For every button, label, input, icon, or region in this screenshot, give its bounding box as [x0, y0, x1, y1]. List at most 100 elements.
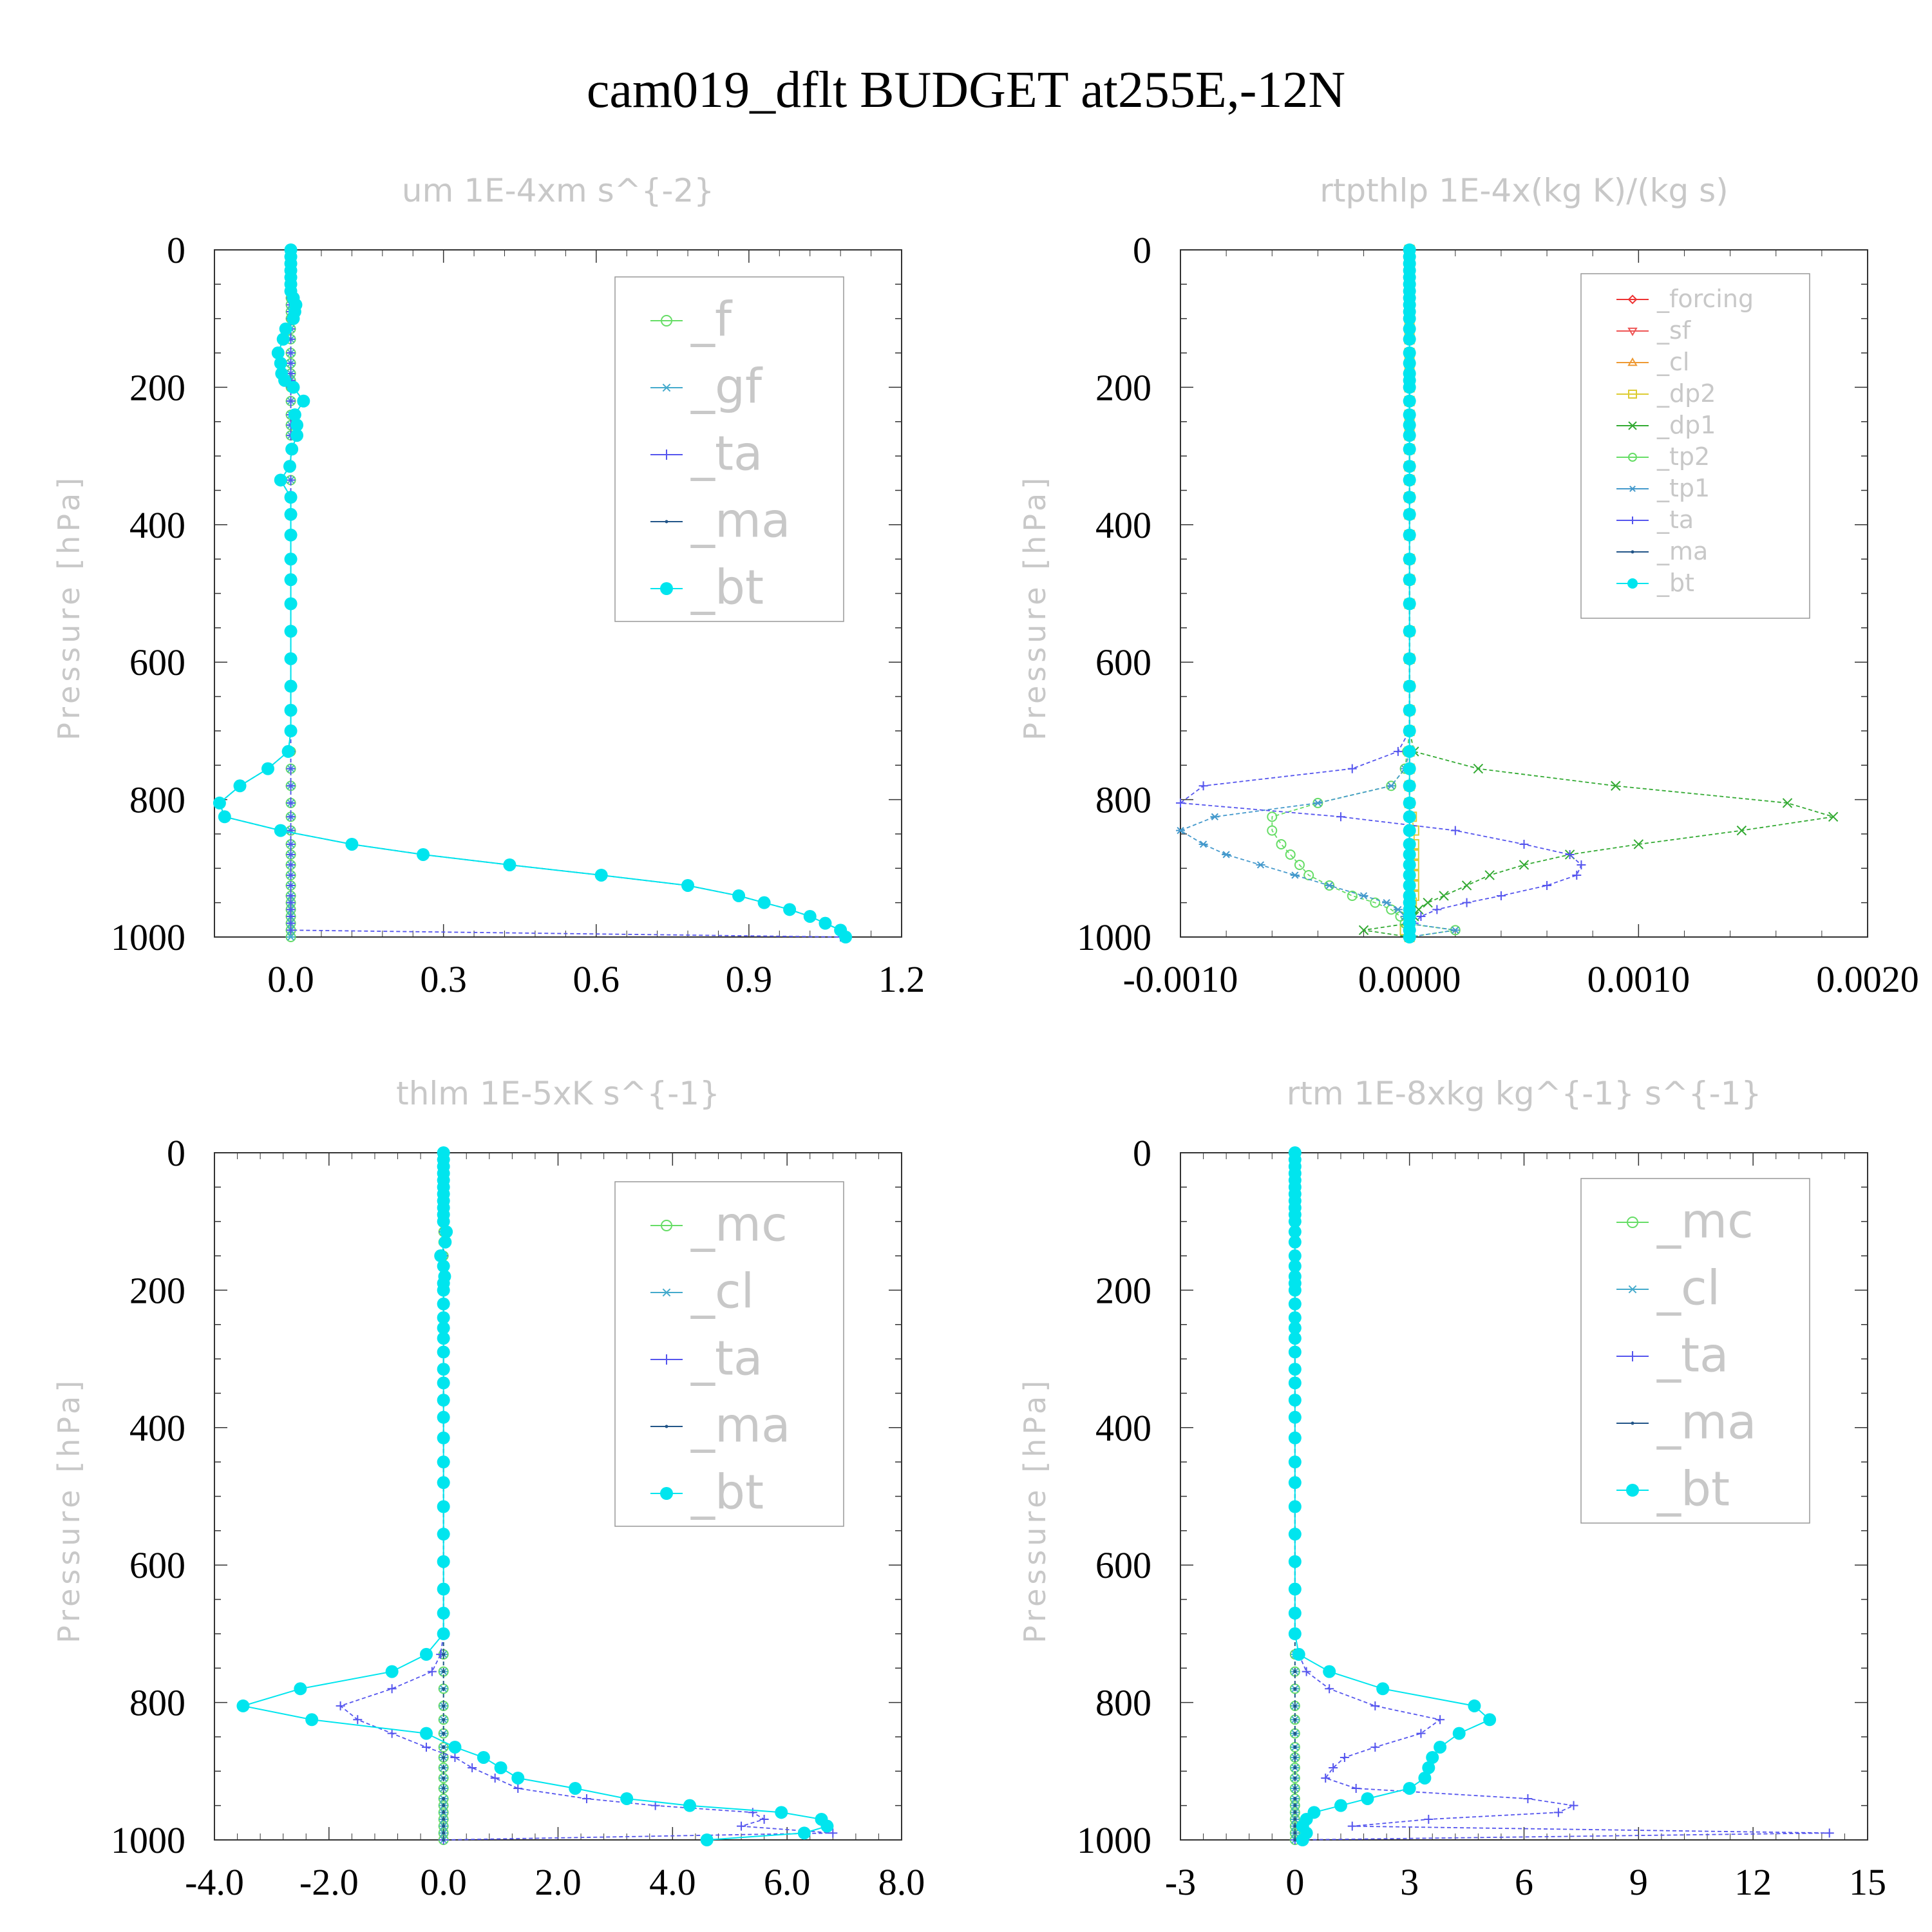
data-point	[1288, 1431, 1302, 1444]
data-point	[1403, 779, 1416, 793]
data-point	[1288, 1283, 1302, 1297]
legend-item: _bt	[650, 560, 764, 616]
y-tick-label: 1000	[1077, 916, 1151, 958]
data-point	[1736, 825, 1747, 836]
data-point	[1288, 1215, 1302, 1228]
data-point	[284, 703, 298, 717]
data-point	[839, 931, 853, 943]
data-point	[442, 1653, 446, 1656]
data-point	[1334, 1799, 1347, 1812]
legend-item: _bt	[1616, 569, 1694, 597]
data-point	[284, 507, 298, 521]
legend-label: _dp1	[1656, 411, 1716, 439]
data-point	[732, 889, 746, 902]
data-point	[1288, 1297, 1302, 1311]
data-point	[448, 1740, 462, 1754]
data-point	[442, 1756, 446, 1759]
x-tick-label: 2.0	[535, 1861, 582, 1903]
rtpthlp-panel: rtpthlp 1E-4x(kg K)/(kg s) Pressure [hPa]…	[1018, 172, 1919, 1000]
data-point	[737, 1821, 746, 1831]
data-point	[387, 1728, 397, 1738]
data-point	[286, 396, 296, 406]
legend-marker	[661, 450, 672, 460]
data-point	[442, 1797, 446, 1801]
figure-title: cam019_dflt BUDGET at255E,-12N	[586, 62, 1346, 118]
data-point	[286, 798, 296, 808]
y-tick-label: 0	[1133, 1132, 1151, 1174]
data-point	[1403, 346, 1416, 360]
x-tick-label: -4.0	[185, 1861, 244, 1903]
series-line	[1179, 250, 1582, 937]
data-point	[1393, 905, 1403, 913]
data-point	[1288, 1555, 1302, 1568]
data-point	[1450, 926, 1460, 934]
data-point	[1293, 1756, 1297, 1759]
y-tick-label: 400	[1095, 504, 1151, 546]
data-point	[1542, 880, 1552, 890]
data-point	[1293, 1776, 1297, 1780]
series-bt	[213, 243, 853, 943]
data-point	[1288, 1500, 1302, 1513]
series-bt	[1403, 243, 1416, 943]
data-point	[286, 880, 296, 890]
x-tick-label: 0.0	[267, 958, 314, 1000]
data-point	[1403, 312, 1416, 325]
data-point	[1422, 1761, 1435, 1774]
data-point	[336, 1701, 345, 1710]
legend-marker	[1628, 390, 1637, 399]
legend-label: _f	[690, 292, 733, 348]
data-point	[1288, 1363, 1302, 1376]
data-point	[1403, 762, 1416, 775]
data-point	[286, 925, 296, 935]
series-ta	[1176, 245, 1586, 942]
data-point	[620, 1792, 634, 1805]
data-point	[437, 1582, 450, 1596]
legend-label: _forcing	[1656, 285, 1754, 313]
data-point	[1452, 1727, 1466, 1740]
data-point	[1434, 1740, 1447, 1754]
data-point	[290, 419, 304, 432]
data-point	[1611, 781, 1621, 791]
legend-label: _tp2	[1656, 442, 1710, 471]
data-point	[442, 1766, 446, 1770]
legend-item: _cl	[650, 1264, 754, 1320]
legend-label: _ma	[690, 1398, 790, 1454]
data-point	[820, 1819, 834, 1833]
legend-label: _cl	[1656, 348, 1689, 376]
data-point	[353, 1715, 363, 1725]
data-point	[1288, 1376, 1302, 1390]
data-point	[1288, 1235, 1302, 1249]
data-point	[1288, 1345, 1302, 1359]
data-point	[284, 553, 298, 566]
data-point	[1288, 1311, 1302, 1325]
y-axis-label: Pressure [hPa]	[52, 474, 86, 741]
data-point	[1292, 1647, 1305, 1661]
data-point	[759, 1814, 769, 1824]
data-point	[1176, 798, 1185, 808]
legend-marker	[665, 1425, 668, 1428]
data-point	[1361, 1792, 1374, 1805]
data-point	[1387, 782, 1396, 790]
data-point	[1290, 871, 1300, 879]
data-point	[286, 359, 296, 368]
data-point	[1288, 1410, 1302, 1424]
data-point	[1293, 1817, 1297, 1821]
data-point	[803, 909, 817, 923]
legend-item: _ma	[650, 1398, 790, 1454]
data-point	[1198, 781, 1208, 791]
data-point	[1403, 810, 1416, 824]
data-point	[437, 1283, 450, 1297]
data-point	[450, 1752, 460, 1762]
x-tick-label: 0.9	[726, 958, 773, 1000]
data-point	[1553, 1808, 1563, 1817]
data-point	[468, 1763, 477, 1772]
data-point	[274, 824, 287, 837]
data-point	[442, 1745, 446, 1749]
data-point	[681, 878, 695, 892]
legend-marker	[1628, 453, 1637, 462]
data-point	[1288, 1528, 1302, 1541]
data-point	[442, 1810, 446, 1814]
data-point	[284, 597, 298, 611]
y-tick-label: 400	[129, 1407, 185, 1449]
data-point	[1435, 1715, 1445, 1725]
